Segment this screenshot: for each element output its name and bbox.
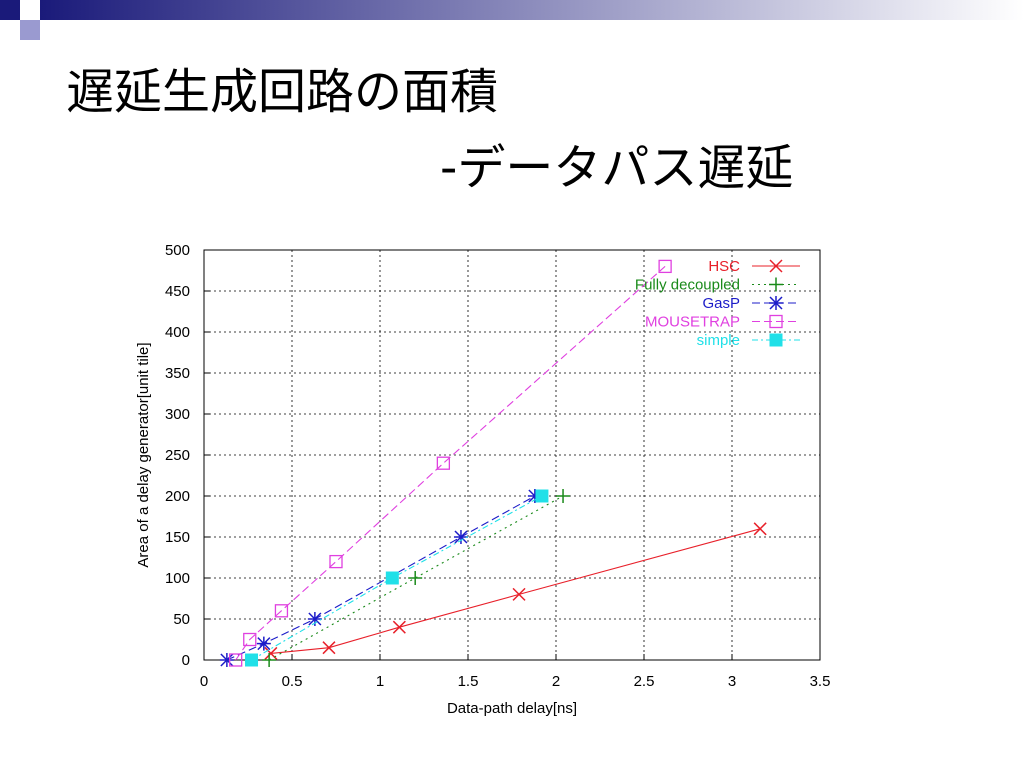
legend-marker <box>769 314 783 329</box>
data-point-mousetrap <box>229 653 243 667</box>
y-tick-label: 50 <box>173 611 190 628</box>
data-point-simple <box>385 571 399 585</box>
x-tick-label: 3 <box>728 673 736 690</box>
y-tick-label: 450 <box>165 283 190 300</box>
series-line-fully-decoupled <box>268 495 564 661</box>
slide-header-bar <box>0 0 1024 40</box>
legend-label: simple <box>697 332 740 349</box>
data-point-fully-decoupled <box>262 653 277 667</box>
grid-lines <box>204 250 820 660</box>
data-point-hsc <box>512 587 526 601</box>
y-tick-label: 0 <box>182 652 190 669</box>
data-point-mousetrap <box>243 632 257 647</box>
data-point-gasp <box>219 653 234 667</box>
x-tick-label: 3.5 <box>810 673 831 690</box>
x-tick-label: 1.5 <box>458 673 479 690</box>
y-tick-label: 200 <box>165 488 190 505</box>
x-axis-label: Data-path delay[ns] <box>447 700 577 717</box>
legend-entry-mousetrap: MOUSETRAP <box>645 314 800 331</box>
data-point-mousetrap <box>329 554 343 569</box>
y-tick-label: 150 <box>165 529 190 546</box>
legend-entry-simple: simple <box>697 332 800 349</box>
data-point-hsc <box>392 620 406 634</box>
data-point-fully-decoupled <box>556 489 571 503</box>
legend-label: MOUSETRAP <box>645 314 740 331</box>
legend-entry-hsc: HSC <box>708 258 800 275</box>
slide-title: 遅延生成回路の面積 <box>66 64 499 120</box>
x-tick-label: 2.5 <box>634 673 655 690</box>
data-point-hsc <box>264 646 278 660</box>
x-tick-label: 0.5 <box>282 673 303 690</box>
legend-label: Fully decoupled <box>635 277 740 294</box>
y-tick-label: 350 <box>165 365 190 382</box>
y-tick-label: 500 <box>165 242 190 259</box>
data-point-mousetrap <box>436 456 451 470</box>
y-axis-label: Area of a delay generator[unit tile] <box>135 342 152 567</box>
slide-subtitle: -データパス遅延 <box>440 140 794 196</box>
y-tick-label: 400 <box>165 324 190 341</box>
series-mousetrap <box>229 259 672 667</box>
series-fully-decoupled <box>262 489 571 667</box>
data-point-simple <box>245 653 259 667</box>
data-point-gasp <box>453 530 468 544</box>
legend-marker <box>769 296 783 310</box>
series-gasp <box>219 489 542 667</box>
x-tick-label: 1 <box>376 673 384 690</box>
y-tick-label: 250 <box>165 447 190 464</box>
series-line-mousetrap <box>235 265 666 661</box>
legend-label: GasP <box>702 295 740 312</box>
series-simple <box>245 489 549 667</box>
y-tick-label: 100 <box>165 570 190 587</box>
data-point-hsc <box>322 641 336 655</box>
data-point-hsc <box>753 522 767 536</box>
x-tick-label: 2 <box>552 673 560 690</box>
axis-ticks: 0 0.5 1 1.5 2 2.5 3 3.5 0 50 100 150 200 250 300 350 400… <box>165 242 830 690</box>
y-tick-label: 300 <box>165 406 190 423</box>
data-point-gasp <box>307 612 322 626</box>
data-point-gasp <box>256 636 271 651</box>
data-point-mousetrap <box>274 604 289 618</box>
legend-marker <box>769 259 783 273</box>
data-series <box>219 259 767 667</box>
x-tick-label: 0 <box>200 673 208 690</box>
series-line-simple <box>251 495 543 661</box>
legend-entry-fully-decoupled: Fully decoupled <box>635 277 800 294</box>
data-point-fully-decoupled <box>408 571 423 585</box>
data-point-simple <box>535 489 549 503</box>
data-point-mousetrap <box>658 259 672 274</box>
series-hsc <box>264 522 767 660</box>
legend-label: HSC <box>708 258 740 275</box>
legend-entry-gasp: GasP <box>702 295 800 312</box>
legend-marker <box>769 277 783 292</box>
legend-marker <box>769 333 783 347</box>
